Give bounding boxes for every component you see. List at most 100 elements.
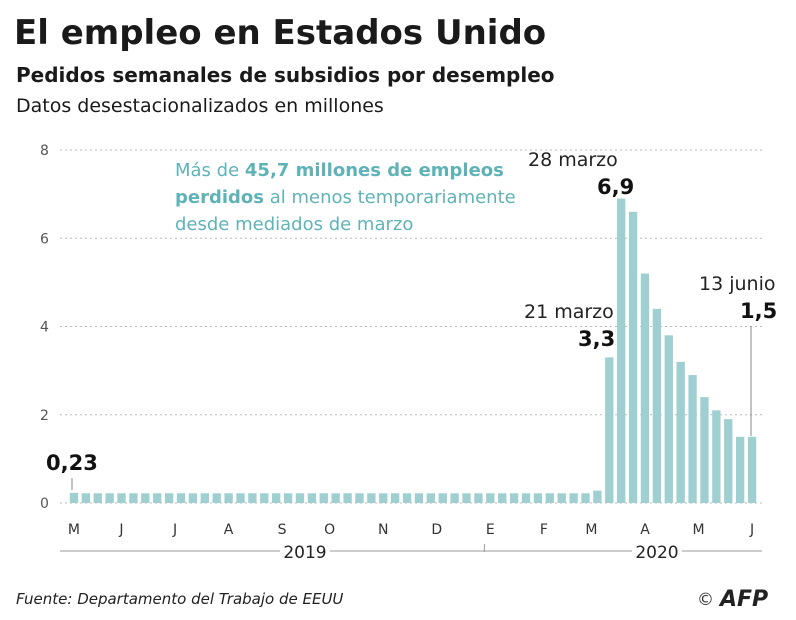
bar — [236, 493, 245, 503]
bar — [450, 493, 459, 503]
bar — [438, 493, 447, 503]
bar — [272, 493, 281, 503]
bar — [260, 493, 269, 503]
march21-value-label: 3,3 — [578, 327, 615, 351]
y-tick-label: 6 — [40, 231, 49, 247]
bar — [379, 493, 388, 503]
source-note: Fuente: Departamento del Trabajo de EEUU — [16, 590, 343, 608]
bar — [462, 493, 471, 503]
chart-subtitle: Pedidos semanales de subsidios por desem… — [16, 63, 555, 87]
y-tick-label: 2 — [40, 408, 49, 424]
bar — [319, 493, 328, 503]
y-axis-ticks: 0 2 4 6 8 — [40, 143, 49, 512]
callout-line-3: desde mediados de marzo — [175, 214, 413, 235]
x-tick-label: D — [431, 522, 442, 538]
bar — [81, 493, 91, 503]
bar — [700, 397, 709, 503]
x-tick-label: N — [378, 522, 388, 538]
bar — [390, 493, 400, 503]
x-tick-label: M — [68, 522, 80, 538]
bar — [605, 357, 614, 503]
bar — [724, 419, 733, 503]
bar — [200, 493, 209, 503]
bar — [545, 493, 554, 503]
bar — [498, 493, 507, 503]
x-tick-label: F — [540, 522, 548, 538]
march28-date-label: 28 marzo — [528, 149, 618, 171]
bar — [224, 493, 233, 503]
bar — [153, 493, 162, 503]
june13-value-label: 1,5 — [740, 299, 777, 323]
chart-title: El empleo en Estados Unido — [14, 13, 546, 53]
y-tick-label: 0 — [40, 496, 49, 512]
bar — [331, 493, 340, 503]
bar — [652, 308, 662, 503]
bar — [747, 436, 757, 503]
copyright-symbol: © — [697, 590, 714, 610]
bar — [509, 493, 519, 503]
x-tick-label: J — [749, 522, 754, 538]
bar — [521, 493, 531, 503]
x-tick-label: J — [172, 522, 177, 538]
bar — [176, 493, 186, 503]
x-tick-label: M — [692, 522, 704, 538]
bar — [581, 493, 590, 503]
x-tick-label: J — [118, 522, 123, 538]
bar — [212, 493, 221, 503]
x-tick-label: S — [278, 522, 287, 538]
x-tick-label: A — [224, 522, 234, 538]
bar — [188, 493, 198, 503]
bar — [688, 375, 697, 503]
chart-units-note: Datos desestacionalizados en millones — [16, 95, 384, 117]
y-tick-label: 8 — [40, 143, 49, 159]
march21-date-label: 21 marzo — [524, 301, 614, 323]
june13-date-label: 13 junio — [699, 273, 775, 295]
bar — [141, 493, 150, 503]
bar — [593, 490, 602, 503]
year-2019-label: 2019 — [283, 543, 326, 563]
bar — [628, 211, 638, 503]
bars — [69, 198, 757, 504]
year-2020-backdrop — [632, 542, 682, 560]
bar — [283, 493, 293, 503]
bar — [295, 493, 305, 503]
bar — [664, 335, 673, 503]
bar — [129, 493, 138, 503]
bar — [105, 493, 114, 503]
y-tick-label: 4 — [40, 320, 49, 336]
afp-logo: AFP — [718, 587, 768, 612]
x-tick-label: A — [640, 522, 650, 538]
bar — [93, 493, 102, 503]
bar — [640, 273, 650, 503]
bar — [248, 493, 257, 503]
bar — [569, 493, 578, 503]
x-tick-label: O — [324, 522, 335, 538]
bar — [617, 198, 626, 504]
year-2020-label: 2020 — [635, 543, 678, 563]
bar — [307, 493, 317, 503]
bar — [426, 493, 436, 503]
year-2019-backdrop — [280, 542, 330, 560]
bar — [735, 436, 745, 503]
bar — [557, 493, 566, 503]
bar — [69, 492, 79, 503]
bar — [676, 361, 685, 503]
bar — [474, 493, 483, 503]
bar — [712, 410, 721, 503]
x-tick-label: M — [585, 522, 597, 538]
bar — [343, 493, 352, 503]
bar — [367, 493, 376, 503]
bar — [355, 493, 364, 503]
bar — [486, 493, 495, 503]
x-tick-label: E — [486, 522, 495, 538]
callout-line-1: Más de 45,7 millones de empleos — [175, 160, 504, 181]
bar — [533, 493, 543, 503]
bar — [164, 493, 174, 503]
bar — [402, 493, 412, 503]
march28-value-label: 6,9 — [597, 175, 634, 199]
callout-line-2: perdidos al menos temporariamente — [175, 187, 516, 208]
bar — [414, 493, 424, 503]
bar — [117, 493, 126, 503]
